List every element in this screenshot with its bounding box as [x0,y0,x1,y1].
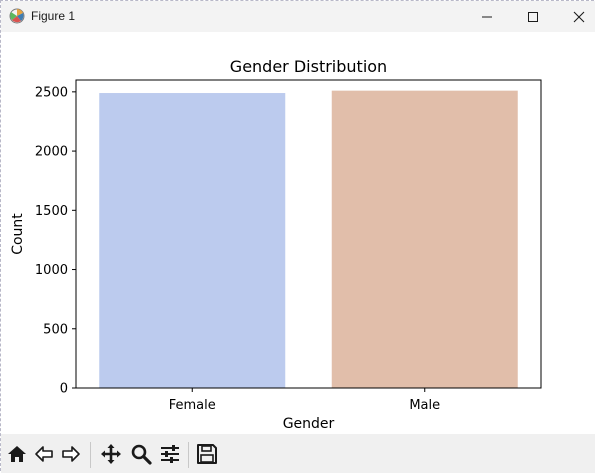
plot-canvas[interactable]: 0 500 1000 1500 2000 2500 Female Male Gender D… [1,32,595,434]
minimize-button[interactable] [464,1,510,32]
zoom-icon [131,444,152,465]
close-icon [573,11,585,22]
bar-male [331,90,518,389]
toolbar-separator [188,442,189,468]
forward-arrow-icon [62,446,80,462]
navigation-toolbar [1,434,595,473]
maximize-button[interactable] [510,1,556,32]
y-tick-label: 500 [43,322,68,337]
x-tick-label: Male [409,398,440,413]
move-icon [101,444,121,464]
minimize-icon [482,16,492,17]
configure-subplots-button[interactable] [158,442,182,466]
axes-frame [75,79,542,389]
y-tick-label: 2500 [35,85,68,100]
matplotlib-figure-icon [8,7,26,25]
sliders-icon [161,445,179,463]
home-button[interactable] [5,442,29,466]
y-tick-label: 2000 [35,145,68,160]
x-axis-label: Gender [283,416,335,432]
close-button[interactable] [556,1,595,32]
title-bar[interactable]: Figure 1 [1,1,595,32]
y-axis-label: Count [10,213,26,255]
home-icon [8,446,26,462]
x-tick-label: Female [169,398,216,413]
bar-female [99,93,286,389]
chart-title: Gender Distribution [230,57,387,76]
y-tick-label: 1000 [35,263,68,278]
zoom-button[interactable] [129,442,153,466]
save-icon [197,444,217,464]
bar-chart: 0 500 1000 1500 2000 2500 Female Male Gender D… [10,57,542,432]
window-title: Figure 1 [31,9,76,23]
y-tick-label: 1500 [35,204,68,219]
y-tick-label: 0 [60,382,68,397]
save-button[interactable] [195,442,219,466]
maximize-icon [528,11,538,22]
forward-button[interactable] [59,442,83,466]
pan-button[interactable] [99,442,123,466]
back-button[interactable] [32,442,56,466]
back-arrow-icon [35,446,53,462]
toolbar-separator [90,442,91,468]
